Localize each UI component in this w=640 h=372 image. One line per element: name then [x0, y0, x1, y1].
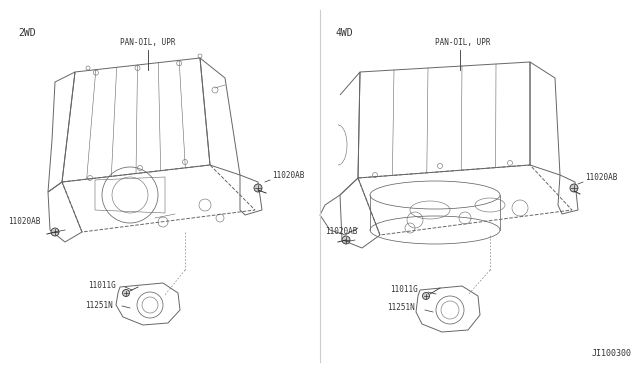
Text: 11251N: 11251N	[85, 301, 113, 310]
Circle shape	[254, 184, 262, 192]
Circle shape	[570, 184, 578, 192]
Text: 11011G: 11011G	[88, 282, 116, 291]
Text: JI100300: JI100300	[592, 349, 632, 358]
Text: 11020AB: 11020AB	[585, 173, 618, 183]
Text: 4WD: 4WD	[336, 28, 354, 38]
Circle shape	[422, 292, 429, 299]
Circle shape	[51, 228, 59, 236]
Text: 11020AB: 11020AB	[272, 170, 305, 180]
Text: PAN-OIL, UPR: PAN-OIL, UPR	[120, 38, 175, 47]
Text: 11251N: 11251N	[387, 304, 415, 312]
Circle shape	[342, 236, 350, 244]
Text: 11020AB: 11020AB	[8, 218, 40, 227]
Text: 2WD: 2WD	[18, 28, 36, 38]
Text: PAN-OIL, UPR: PAN-OIL, UPR	[435, 38, 490, 47]
Text: 11020AB: 11020AB	[325, 228, 357, 237]
Text: 11011G: 11011G	[390, 285, 418, 295]
Circle shape	[122, 289, 129, 296]
